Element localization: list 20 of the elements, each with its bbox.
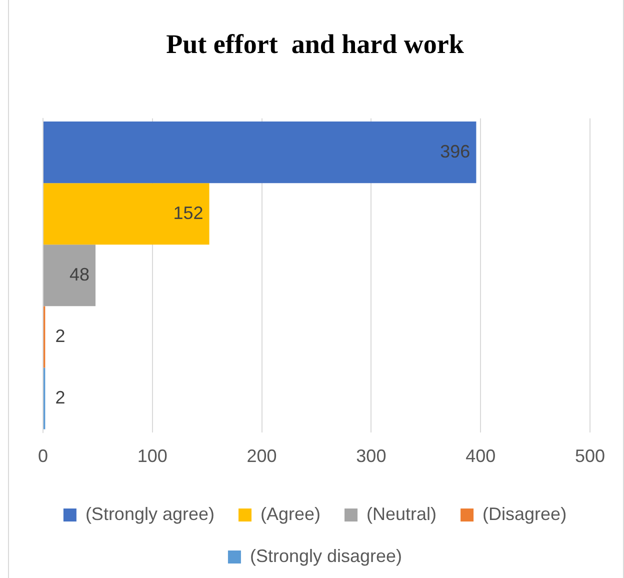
- legend-label: (Neutral): [366, 504, 437, 524]
- x-tick-label: 400: [466, 446, 496, 466]
- x-tick-label: 200: [246, 446, 277, 466]
- data-label: 396: [440, 141, 470, 162]
- x-tick-label: 0: [38, 446, 48, 466]
- data-label: 152: [173, 202, 204, 223]
- x-tick-label: 500: [574, 446, 606, 466]
- x-tick-label: 100: [137, 446, 168, 466]
- data-label: 48: [69, 264, 90, 284]
- bar: [44, 183, 210, 245]
- legend-label: (Strongly agree): [85, 504, 215, 524]
- bar: [44, 244, 96, 306]
- data-label: 2: [55, 387, 66, 408]
- legend-label: (Disagree): [482, 504, 567, 524]
- data-label: 2: [55, 326, 66, 346]
- x-tick-label: 300: [356, 446, 386, 466]
- legend-label: (Strongly disagree): [250, 546, 402, 566]
- bar: [44, 122, 476, 184]
- legend-label: (Agree): [260, 504, 321, 524]
- chart-title: Put effort and hard work: [166, 29, 464, 60]
